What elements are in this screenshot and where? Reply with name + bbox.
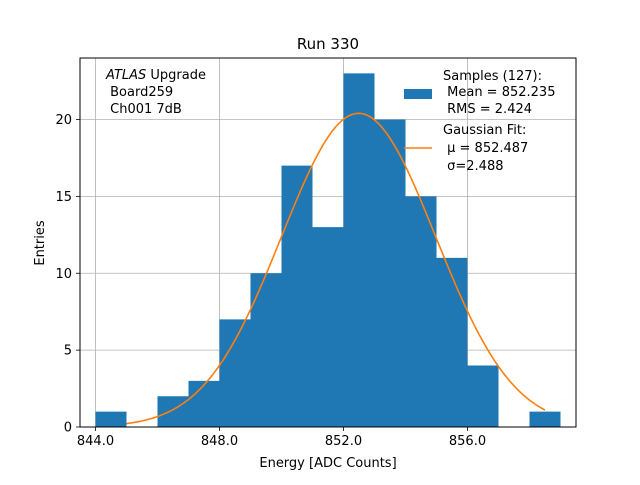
- legend-samples-swatch: [404, 89, 432, 99]
- legend-fit-line-2: μ = 852.487: [443, 141, 528, 156]
- plot-frame: [79, 57, 577, 428]
- gaussian-fit-curve: [126, 112, 546, 425]
- atlas-annotation: ATLAS Upgrade Board259 Ch001 7dB: [105, 68, 206, 117]
- histogram-bar: [219, 319, 251, 427]
- histogram-bar: [374, 119, 406, 427]
- legend-fit-line-1: Gaussian Fit:: [443, 123, 526, 138]
- legend: Samples (127): Mean = 852.235 RMS = 2.42…: [404, 69, 555, 174]
- histogram-bar: [250, 273, 282, 427]
- y-tick-label: 0: [64, 421, 72, 436]
- annotation-line-3: Ch001 7dB: [106, 102, 182, 117]
- histogram-bar: [188, 380, 220, 427]
- annotation-line-2: Board259: [106, 85, 173, 100]
- y-tick-label: 10: [55, 267, 72, 282]
- histogram-bar: [281, 165, 313, 427]
- annotation-atlas-italic: ATLAS: [105, 68, 146, 83]
- histogram-bar: [467, 365, 499, 427]
- annotation-upgrade: Upgrade: [146, 68, 206, 83]
- x-tick-label: 852.0: [325, 434, 362, 449]
- x-axis-label: Energy [ADC Counts]: [259, 456, 396, 471]
- histogram-bar: [436, 257, 468, 427]
- x-axis-ticks: 844.0 848.0 852.0 856.0: [77, 427, 486, 449]
- y-tick-label: 20: [55, 113, 72, 128]
- legend-fit-line-3: σ=2.488: [443, 159, 503, 174]
- histogram-bar: [405, 196, 437, 427]
- x-tick-label: 848.0: [201, 434, 238, 449]
- histogram-bar: [343, 73, 375, 427]
- chart-title: Run 330: [297, 35, 359, 53]
- legend-samples-line-1: Samples (127):: [443, 69, 542, 84]
- histogram-bars: [95, 73, 561, 427]
- histogram-bar: [529, 411, 561, 427]
- y-axis-label: Entries: [33, 220, 48, 266]
- histogram-bar: [157, 396, 189, 427]
- legend-samples-line-2: Mean = 852.235: [443, 85, 555, 100]
- x-tick-label: 856.0: [449, 434, 486, 449]
- histogram-bar: [312, 227, 344, 427]
- histogram-bar: [95, 411, 127, 427]
- y-axis-ticks: 0 5 10 15 20: [55, 113, 80, 436]
- y-tick-label: 5: [64, 344, 72, 359]
- x-tick-label: 844.0: [77, 434, 114, 449]
- y-tick-label: 15: [55, 190, 72, 205]
- legend-samples-line-3: RMS = 2.424: [443, 102, 532, 117]
- annotation-line-1: ATLAS Upgrade: [105, 68, 206, 83]
